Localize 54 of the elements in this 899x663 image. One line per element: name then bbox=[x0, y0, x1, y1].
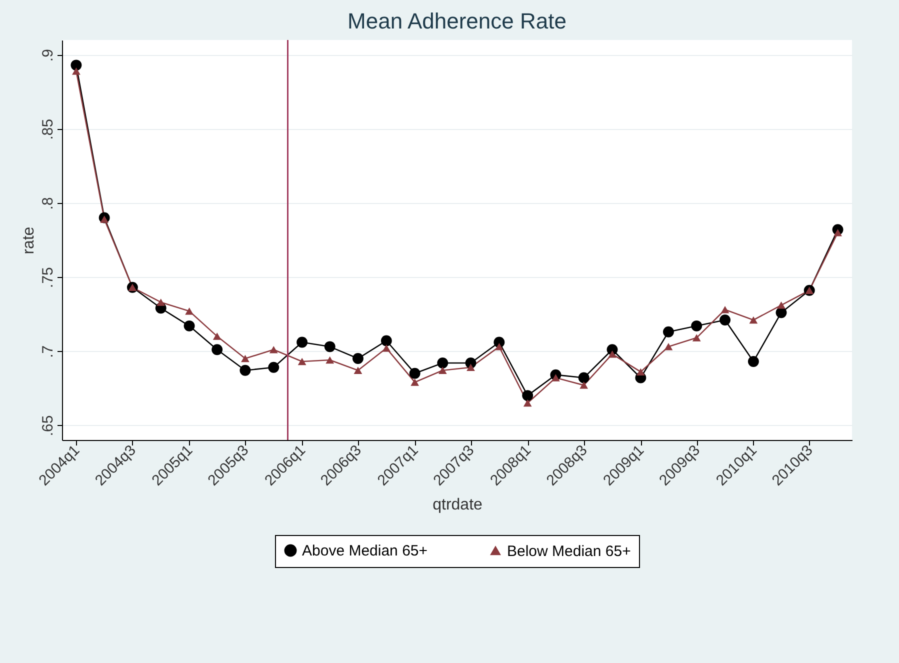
y-tick-label: .65 bbox=[40, 415, 56, 436]
point bbox=[437, 357, 448, 368]
point bbox=[72, 67, 80, 75]
point bbox=[636, 368, 645, 376]
point bbox=[691, 320, 702, 332]
point bbox=[663, 326, 674, 338]
point bbox=[410, 378, 420, 386]
point bbox=[494, 343, 504, 350]
point bbox=[664, 343, 673, 350]
y-tick-label: .85 bbox=[40, 118, 56, 140]
point bbox=[185, 307, 194, 315]
point bbox=[720, 306, 730, 314]
x-axis-title: qtrdate bbox=[432, 496, 483, 514]
point bbox=[269, 346, 278, 354]
point bbox=[296, 336, 308, 348]
point bbox=[777, 302, 786, 309]
point bbox=[326, 356, 334, 364]
legend-label: Below Median 65+ bbox=[507, 542, 632, 560]
point bbox=[608, 350, 616, 358]
point bbox=[720, 314, 730, 326]
y-tick-label: .75 bbox=[40, 267, 56, 288]
point bbox=[438, 366, 447, 374]
point bbox=[324, 341, 336, 352]
point bbox=[522, 390, 534, 402]
point bbox=[156, 298, 166, 306]
point bbox=[352, 353, 364, 364]
point bbox=[212, 344, 223, 356]
point bbox=[466, 364, 475, 372]
point bbox=[70, 60, 82, 71]
point bbox=[552, 374, 560, 382]
point bbox=[184, 320, 195, 332]
point bbox=[409, 368, 420, 379]
point bbox=[578, 372, 590, 384]
legend-label: Above Median 65+ bbox=[302, 542, 428, 560]
point bbox=[749, 316, 758, 324]
point bbox=[354, 366, 362, 374]
point bbox=[241, 354, 250, 362]
point bbox=[268, 362, 280, 373]
point bbox=[834, 228, 842, 236]
point bbox=[692, 334, 701, 342]
point bbox=[382, 344, 391, 352]
chart-title: Mean Adherence Rate bbox=[348, 8, 566, 34]
point bbox=[523, 399, 532, 407]
y-axis-title: rate bbox=[20, 226, 38, 254]
point bbox=[240, 364, 251, 376]
y-tick-label: .7 bbox=[40, 345, 56, 358]
point bbox=[580, 382, 588, 389]
point bbox=[380, 335, 392, 346]
point bbox=[298, 358, 306, 366]
point bbox=[748, 356, 759, 367]
point bbox=[212, 332, 222, 340]
point bbox=[100, 216, 109, 223]
y-tick-label: .8 bbox=[40, 197, 56, 210]
y-tick-label: .9 bbox=[40, 49, 56, 62]
